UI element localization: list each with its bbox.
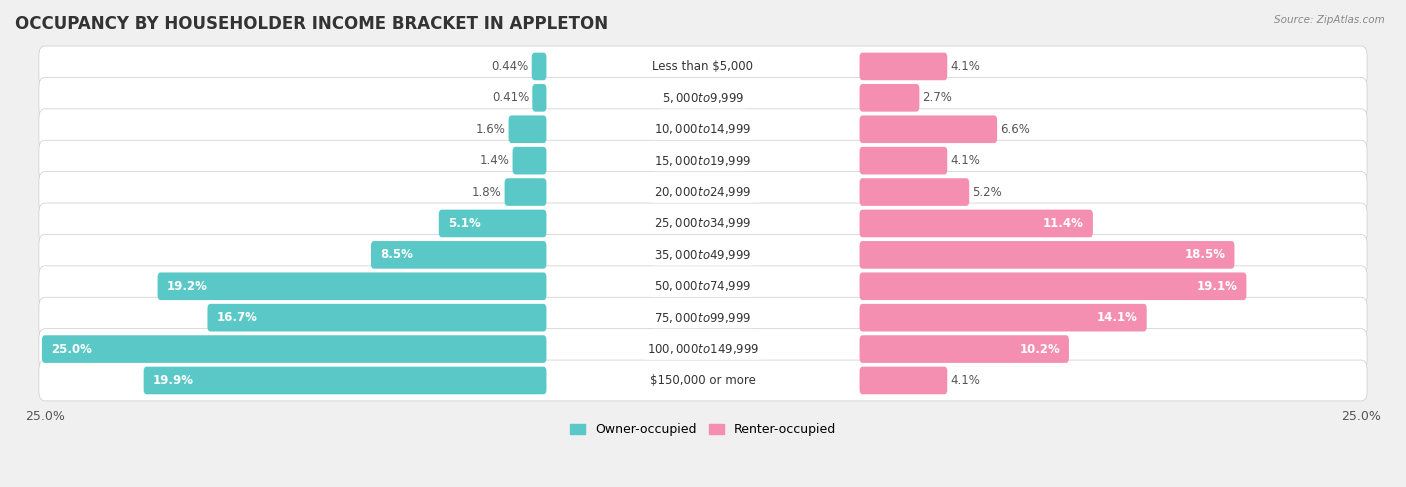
Text: 1.8%: 1.8% xyxy=(472,186,502,199)
FancyBboxPatch shape xyxy=(859,53,948,80)
Text: 18.5%: 18.5% xyxy=(1184,248,1226,262)
FancyBboxPatch shape xyxy=(505,178,547,206)
Text: 0.44%: 0.44% xyxy=(492,60,529,73)
FancyBboxPatch shape xyxy=(509,115,547,143)
Text: $20,000 to $24,999: $20,000 to $24,999 xyxy=(654,185,752,199)
Text: 19.1%: 19.1% xyxy=(1197,280,1237,293)
FancyBboxPatch shape xyxy=(39,109,1367,150)
FancyBboxPatch shape xyxy=(208,304,547,332)
FancyBboxPatch shape xyxy=(859,178,969,206)
Text: 5.1%: 5.1% xyxy=(447,217,481,230)
Text: 1.4%: 1.4% xyxy=(479,154,509,167)
Text: 19.9%: 19.9% xyxy=(153,374,194,387)
FancyBboxPatch shape xyxy=(42,335,547,363)
FancyBboxPatch shape xyxy=(859,115,997,143)
Text: Source: ZipAtlas.com: Source: ZipAtlas.com xyxy=(1274,15,1385,25)
FancyBboxPatch shape xyxy=(39,234,1367,275)
FancyBboxPatch shape xyxy=(39,171,1367,212)
FancyBboxPatch shape xyxy=(39,203,1367,244)
Text: 14.1%: 14.1% xyxy=(1097,311,1137,324)
FancyBboxPatch shape xyxy=(533,84,547,112)
FancyBboxPatch shape xyxy=(859,272,1247,300)
Text: 6.6%: 6.6% xyxy=(1000,123,1031,136)
FancyBboxPatch shape xyxy=(859,304,1147,332)
Text: $100,000 to $149,999: $100,000 to $149,999 xyxy=(647,342,759,356)
FancyBboxPatch shape xyxy=(859,209,1092,237)
Text: 19.2%: 19.2% xyxy=(166,280,208,293)
Text: Less than $5,000: Less than $5,000 xyxy=(652,60,754,73)
FancyBboxPatch shape xyxy=(859,84,920,112)
FancyBboxPatch shape xyxy=(859,147,948,174)
Text: $15,000 to $19,999: $15,000 to $19,999 xyxy=(654,154,752,168)
Text: 2.7%: 2.7% xyxy=(922,92,952,104)
FancyBboxPatch shape xyxy=(39,297,1367,338)
FancyBboxPatch shape xyxy=(143,367,547,394)
FancyBboxPatch shape xyxy=(157,272,547,300)
Text: $35,000 to $49,999: $35,000 to $49,999 xyxy=(654,248,752,262)
Text: $5,000 to $9,999: $5,000 to $9,999 xyxy=(662,91,744,105)
Text: $50,000 to $74,999: $50,000 to $74,999 xyxy=(654,279,752,293)
FancyBboxPatch shape xyxy=(39,266,1367,307)
Text: $75,000 to $99,999: $75,000 to $99,999 xyxy=(654,311,752,325)
Text: 5.2%: 5.2% xyxy=(972,186,1002,199)
Text: $150,000 or more: $150,000 or more xyxy=(650,374,756,387)
Text: 4.1%: 4.1% xyxy=(950,374,980,387)
FancyBboxPatch shape xyxy=(531,53,547,80)
Text: 25.0%: 25.0% xyxy=(51,342,91,356)
FancyBboxPatch shape xyxy=(39,46,1367,87)
Text: 4.1%: 4.1% xyxy=(950,60,980,73)
Text: 1.6%: 1.6% xyxy=(475,123,506,136)
Text: $25,000 to $34,999: $25,000 to $34,999 xyxy=(654,216,752,230)
FancyBboxPatch shape xyxy=(371,241,547,269)
Text: 0.41%: 0.41% xyxy=(492,92,529,104)
Text: 11.4%: 11.4% xyxy=(1043,217,1084,230)
FancyBboxPatch shape xyxy=(859,367,948,394)
FancyBboxPatch shape xyxy=(39,77,1367,118)
FancyBboxPatch shape xyxy=(439,209,547,237)
Legend: Owner-occupied, Renter-occupied: Owner-occupied, Renter-occupied xyxy=(565,418,841,441)
Text: 10.2%: 10.2% xyxy=(1019,342,1060,356)
Text: OCCUPANCY BY HOUSEHOLDER INCOME BRACKET IN APPLETON: OCCUPANCY BY HOUSEHOLDER INCOME BRACKET … xyxy=(15,15,609,33)
Text: 4.1%: 4.1% xyxy=(950,154,980,167)
FancyBboxPatch shape xyxy=(859,241,1234,269)
FancyBboxPatch shape xyxy=(513,147,547,174)
FancyBboxPatch shape xyxy=(859,335,1069,363)
FancyBboxPatch shape xyxy=(39,329,1367,370)
Text: 16.7%: 16.7% xyxy=(217,311,257,324)
Text: 8.5%: 8.5% xyxy=(380,248,413,262)
FancyBboxPatch shape xyxy=(39,140,1367,181)
Text: $10,000 to $14,999: $10,000 to $14,999 xyxy=(654,122,752,136)
FancyBboxPatch shape xyxy=(39,360,1367,401)
